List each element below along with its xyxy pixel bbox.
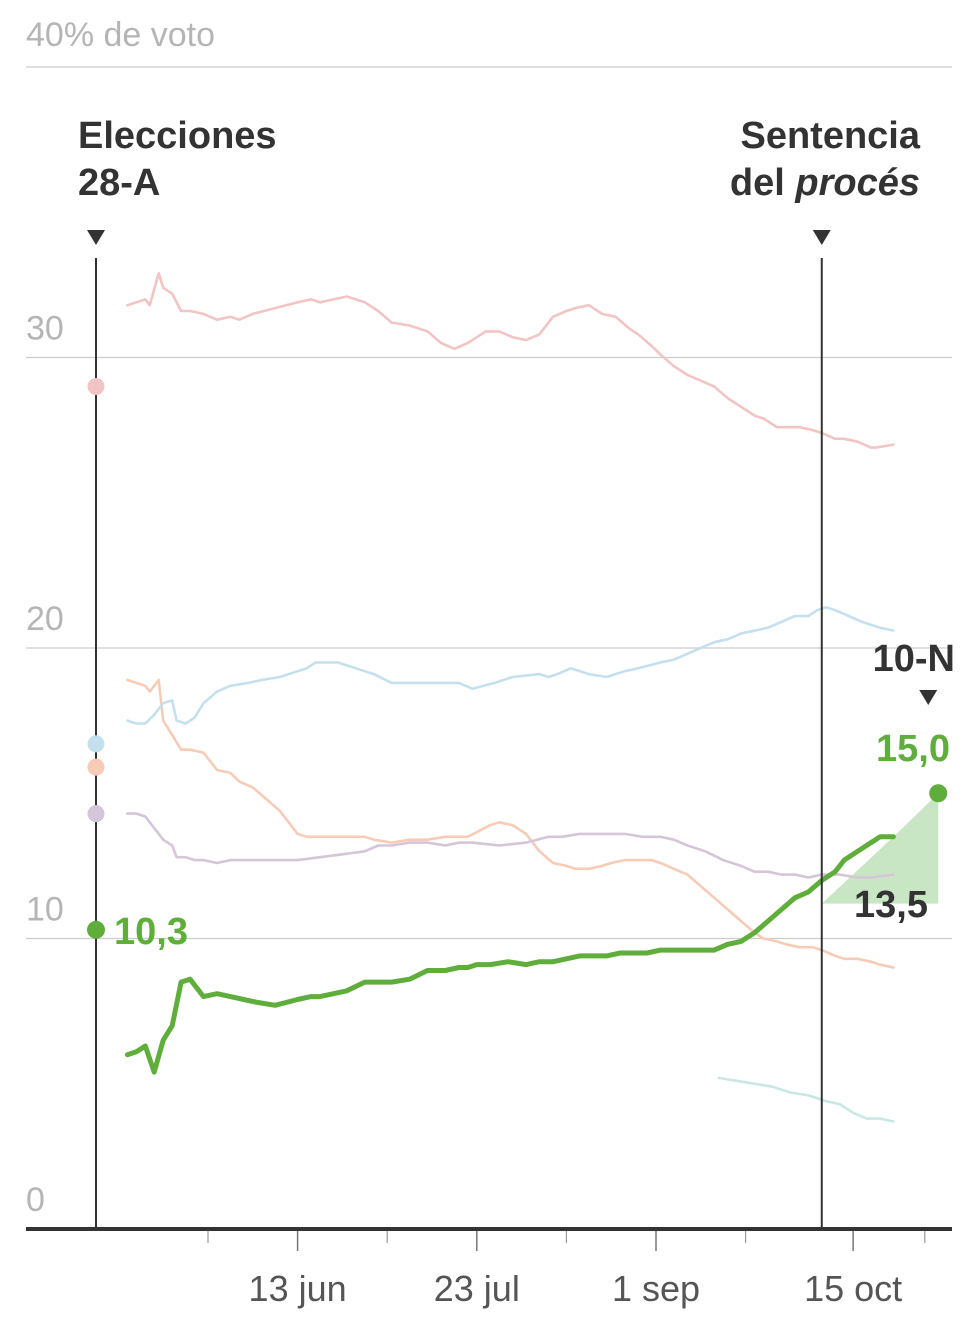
sentence-label-plain: del — [730, 162, 795, 204]
start-point-vox — [87, 920, 105, 939]
sentence-label-italic: procés — [794, 162, 920, 204]
vox-fill-area — [821, 793, 939, 904]
y-axis-label: 40% de voto — [26, 16, 215, 54]
sentence-marker — [812, 230, 831, 245]
y-tick-labels: 0 10 20 30 — [26, 310, 64, 1220]
vox-poll-label: 13,5 — [854, 884, 928, 926]
target-marker — [919, 690, 938, 705]
series-line-psoe — [126, 272, 895, 449]
series-line-pp — [126, 606, 895, 725]
series-lines — [124, 272, 896, 1123]
start-point-psoe — [87, 378, 105, 396]
grid-lines — [26, 66, 952, 940]
series-line-cs — [126, 678, 895, 969]
series-line-mp — [717, 1076, 895, 1123]
start-point-up — [87, 805, 105, 823]
sentence-label-1: del procés — [730, 162, 920, 204]
target-label: 10-N — [873, 638, 955, 680]
vox-result-label: 15,0 — [876, 728, 950, 770]
x-tick-label-0: 13 jun — [249, 1268, 347, 1309]
y-tick-30: 30 — [26, 310, 64, 348]
election-label-1: 28-A — [78, 162, 160, 204]
sentence-label-0: Sentencia — [740, 115, 920, 157]
election-label-0: Elecciones — [78, 115, 277, 157]
election-marker — [87, 230, 105, 245]
x-tick-label-1: 23 jul — [434, 1268, 520, 1309]
value-labels: 10,3 15,0 13,5 — [114, 728, 950, 953]
event-markers: Elecciones 28-A Sentencia del procés 10-N — [78, 115, 955, 1229]
start-point-cs — [87, 758, 105, 776]
x-tick-label-3: 15 oct — [804, 1268, 902, 1309]
y-tick-0: 0 — [26, 1181, 45, 1219]
start-point-pp — [87, 735, 105, 753]
series-line-up — [126, 812, 895, 879]
x-axis: 13 jun 23 jul 1 sep 15 oct — [26, 1227, 952, 1309]
start-points — [87, 378, 948, 939]
series-line-vox — [124, 834, 896, 1075]
vox-start-label: 10,3 — [114, 911, 188, 953]
vox-result-point — [929, 784, 948, 803]
y-tick-10: 10 — [26, 891, 64, 929]
y-tick-20: 20 — [26, 600, 64, 638]
vox-gap-area — [821, 793, 939, 904]
x-tick-label-2: 1 sep — [612, 1268, 700, 1309]
